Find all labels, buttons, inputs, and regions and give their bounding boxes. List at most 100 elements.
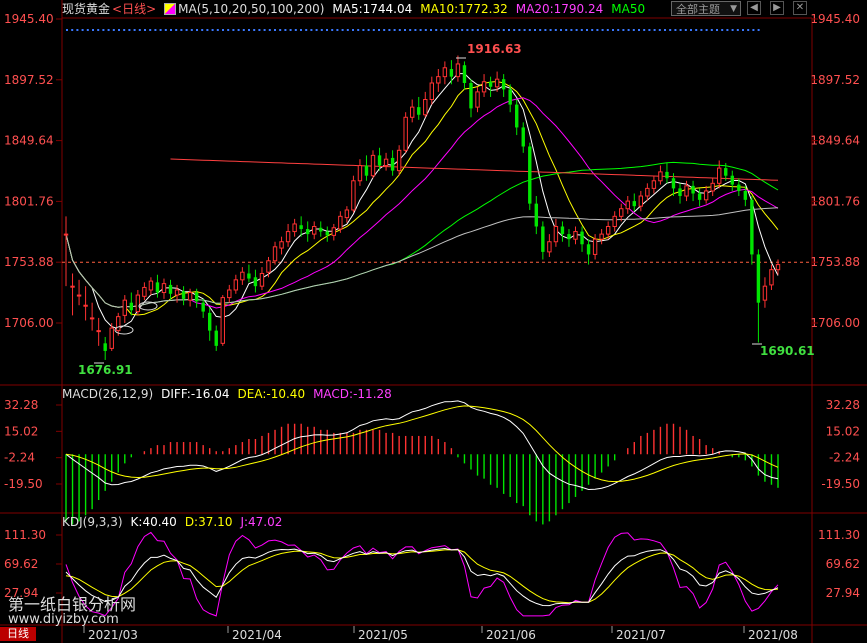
- candle-body: [338, 215, 343, 230]
- top-marker-dot: [643, 29, 646, 31]
- candle-body: [436, 76, 441, 84]
- candle-body: [161, 283, 167, 294]
- candle-body: [756, 254, 761, 303]
- theme-dropdown-label: 全部主题: [676, 3, 720, 16]
- top-marker-dot: [404, 29, 406, 31]
- candle-body: [299, 225, 303, 230]
- top-marker-dot: [586, 29, 588, 31]
- candle-body: [259, 272, 265, 287]
- instrument-name: 现货黄金: [62, 2, 111, 16]
- kdj-k: K:40.40: [130, 515, 177, 529]
- close-icon[interactable]: ✕: [793, 1, 807, 15]
- macd-diff-line: [65, 400, 779, 491]
- pattern-marker: [114, 325, 134, 335]
- price-axis-label-right: 1706.00: [810, 316, 860, 330]
- kdj-j: J:47.02: [240, 515, 283, 529]
- price-axis-label-right: 1945.40: [810, 12, 860, 26]
- candle-body: [220, 297, 225, 344]
- top-marker-dot: [549, 29, 552, 31]
- candle-body: [331, 227, 337, 236]
- top-marker-dot: [622, 29, 625, 31]
- top-marker-dot: [378, 29, 380, 31]
- candle-body: [488, 81, 493, 87]
- top-marker-dot: [476, 29, 479, 31]
- top-marker-dot: [320, 29, 323, 31]
- period-label[interactable]: <日线>: [112, 2, 157, 16]
- axis-labels: 1916.63 1676.91 1690.61 1945.40 1945.40 1897.…: [4, 12, 860, 642]
- candle-body: [737, 184, 741, 191]
- top-marker-dot: [383, 29, 386, 31]
- top-marker-dot: [669, 29, 672, 31]
- top-marker-dot: [237, 29, 240, 31]
- candle-body: [63, 233, 69, 236]
- watermark-url: www.diyizby.com: [8, 612, 119, 627]
- top-marker-dot: [315, 29, 318, 31]
- top-marker-dot: [180, 29, 183, 31]
- candle-body: [455, 63, 461, 78]
- candle-body: [750, 199, 754, 255]
- candle-body: [208, 312, 212, 331]
- top-marker-dot: [601, 29, 604, 31]
- candle-body: [83, 304, 88, 307]
- top-marker-dot: [721, 29, 724, 31]
- candle-body: [129, 302, 134, 311]
- top-marker-dot: [684, 29, 687, 31]
- date-axis-label: 2021/08: [748, 628, 798, 642]
- top-marker-dot: [357, 29, 360, 31]
- pattern-marker: [138, 301, 158, 311]
- candle-body: [396, 149, 402, 172]
- theme-dropdown[interactable]: 全部主题 ▼: [671, 1, 741, 16]
- candle-body: [691, 185, 695, 194]
- top-marker-dot: [274, 29, 276, 31]
- candle-body: [717, 167, 722, 184]
- top-marker-dot: [591, 29, 594, 31]
- macd-axis-label-right: -19.50: [821, 477, 860, 491]
- low-annotation-right: 1690.61: [760, 344, 815, 358]
- top-marker-dot: [456, 29, 458, 31]
- candle-body: [423, 99, 428, 116]
- top-marker-dot: [461, 29, 464, 31]
- top-marker-dot: [289, 29, 292, 31]
- candle-body: [724, 168, 728, 176]
- candle-body: [762, 285, 768, 301]
- macd-dea: DEA:-10.40: [237, 387, 306, 401]
- date-axis-label: 2021/07: [616, 628, 666, 642]
- price-axis-label-left: 1753.88: [4, 255, 54, 269]
- top-marker-dot: [716, 29, 718, 31]
- candle-body: [710, 182, 715, 192]
- top-marker-dot: [638, 29, 640, 31]
- top-marker-dot: [612, 29, 614, 31]
- candle-body: [567, 234, 571, 240]
- top-marker-dot: [518, 29, 521, 31]
- candle-body: [528, 146, 532, 204]
- candle-body: [351, 180, 356, 211]
- top-marker-dot: [747, 29, 750, 31]
- candle-body: [730, 175, 734, 185]
- price-axis-label-left: 1849.64: [4, 134, 54, 148]
- top-marker-dot: [492, 29, 495, 31]
- top-marker-dot: [206, 29, 209, 31]
- period-tab[interactable]: 日线: [0, 627, 36, 641]
- kdj-axis-label-left: 27.94: [4, 586, 38, 600]
- top-marker-dot: [154, 29, 157, 31]
- kdj-panel: 111.30 111.30 69.62 69.62 27.94 27.94: [4, 528, 860, 617]
- ma-settings-icon[interactable]: [164, 3, 177, 15]
- watermark-title: 第一纸白银分析网: [8, 595, 137, 614]
- top-marker-dot: [211, 29, 214, 31]
- top-marker-dot: [409, 29, 412, 31]
- top-marker-dot: [367, 29, 370, 31]
- kdj-axis-label-right: 111.30: [818, 528, 860, 542]
- next-icon[interactable]: ▶: [770, 1, 784, 15]
- top-marker-dot: [201, 29, 204, 31]
- candle-body: [214, 330, 218, 346]
- kdj-header: KDJ(9,3,3) K:40.40 D:37.10 J:47.02: [62, 515, 282, 531]
- top-marker-dot: [81, 29, 84, 31]
- macd-diff: DIFF:-16.04: [161, 387, 230, 401]
- prev-icon[interactable]: ◀: [747, 1, 761, 15]
- top-marker-dot: [71, 29, 74, 31]
- candle-body: [612, 215, 617, 227]
- top-marker-dot: [653, 29, 656, 31]
- candlestick-series: [63, 55, 781, 360]
- top-marker-dot: [736, 29, 739, 31]
